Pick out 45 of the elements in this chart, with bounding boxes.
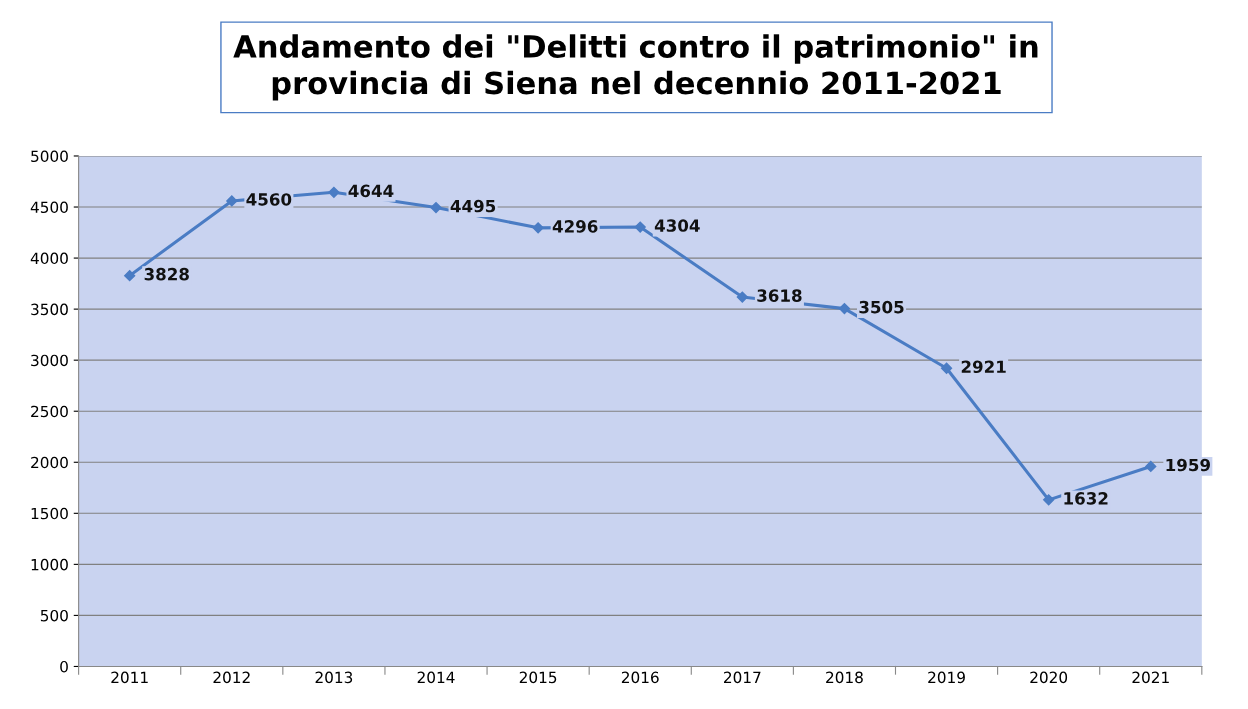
point (736, 291, 748, 303)
y-tick-label: 500 (40, 609, 68, 622)
y-tick-label: 2000 (31, 456, 68, 469)
y-tick-label: 4500 (30, 201, 68, 214)
x-tick-label: 2011 (111, 671, 148, 684)
y-tick-label: 2500 (31, 405, 68, 418)
data-label: 4296 (552, 220, 598, 233)
data-label: 2921 (961, 360, 1006, 374)
data-label: 3618 (757, 289, 802, 302)
point (634, 221, 646, 233)
data-label: 1632 (1064, 492, 1108, 505)
data-label: 4495 (450, 199, 496, 213)
x-tick-label: 2012 (213, 671, 250, 684)
y-tick-label: 4000 (30, 252, 68, 265)
point (124, 270, 136, 282)
point (940, 362, 953, 374)
data-label: 4644 (348, 184, 394, 198)
data-label: 3828 (144, 267, 189, 281)
x-tick-label: 2019 (928, 671, 965, 684)
x-tick-label: 2021 (1132, 671, 1169, 684)
x-tick-label: 2016 (621, 671, 659, 684)
data-label: 3505 (859, 300, 904, 314)
y-tick-label: 0 (60, 660, 68, 673)
data-label: 4304 (654, 219, 700, 232)
x-tick-label: 2020 (1030, 671, 1068, 684)
y-tick-label: 1500 (31, 507, 68, 520)
data-label: 4560 (246, 193, 292, 206)
y-tick-label: 1000 (31, 558, 68, 571)
point (226, 195, 238, 207)
x-tick-label: 2018 (826, 671, 863, 684)
x-tick-label: 2017 (724, 671, 761, 684)
point (532, 222, 544, 234)
point (328, 186, 340, 198)
point (838, 303, 851, 315)
point (1043, 494, 1055, 506)
data-label: 1959 (1166, 458, 1210, 472)
y-tick-label: 3500 (31, 303, 68, 316)
point (1145, 460, 1157, 473)
y-tick-label: 3000 (31, 354, 68, 367)
x-tick-label: 2015 (519, 671, 557, 684)
chart-title: Andamento dei "Delitti contro il patrimonio" in provincia di Siena nel decennio 2011-2021 (233, 34, 1038, 101)
y-tick-label: 5000 (31, 150, 68, 162)
x-tick-label: 2014 (417, 671, 455, 684)
point (430, 201, 442, 214)
x-tick-label: 2013 (315, 671, 353, 684)
